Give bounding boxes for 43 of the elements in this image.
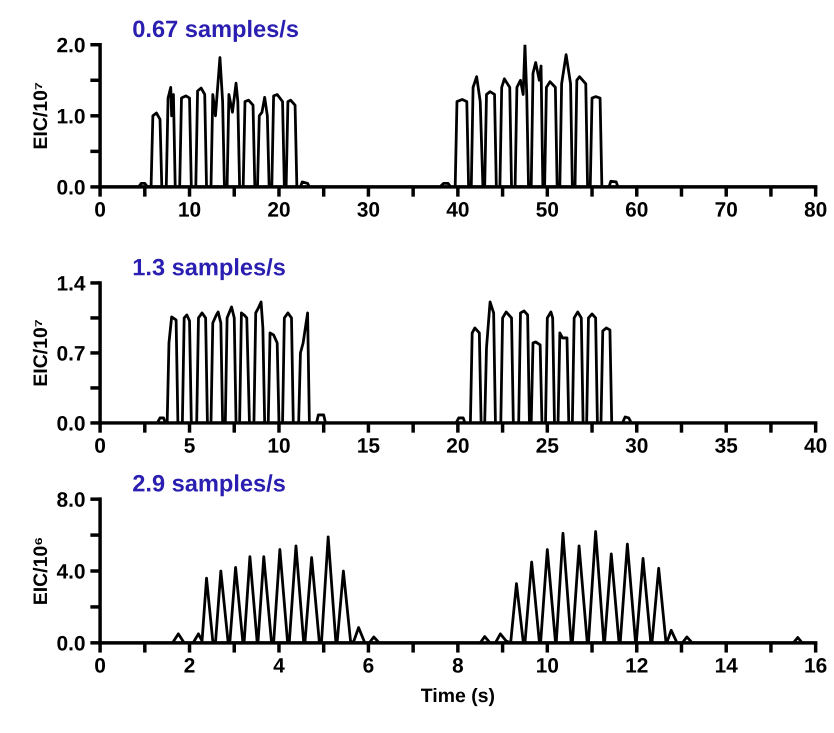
- x-tick-label: 15: [358, 438, 380, 453]
- y-axis-title: EIC/10⁶: [32, 538, 48, 604]
- x-tick-label: 20: [447, 438, 469, 453]
- y-axis-title: EIC/10⁷: [32, 82, 48, 148]
- y-tick-label: 0.0: [57, 636, 85, 651]
- y-tick-label: 2.0: [57, 38, 85, 52]
- y-tick-label: 0.7: [57, 346, 85, 361]
- y-axis-title: EIC/10⁷: [32, 320, 48, 386]
- y-tick-label: 0.0: [57, 180, 85, 195]
- x-tick-label: 10: [179, 202, 200, 217]
- x-tick-label: 40: [446, 202, 469, 217]
- x-tick-label: 0: [95, 438, 106, 453]
- x-tick-label: 50: [536, 202, 558, 217]
- x-tick-label: 0: [95, 658, 106, 673]
- x-tick-label: 6: [363, 658, 374, 673]
- y-tick-label: 1.0: [58, 108, 85, 124]
- x-tick-label: 70: [716, 202, 737, 217]
- x-axis-title: Time (s): [420, 688, 494, 706]
- chart-title: 0.67 samples/s: [133, 20, 298, 42]
- x-tick-label: 10: [268, 438, 290, 453]
- y-tick-label: 1.4: [58, 276, 86, 290]
- x-tick-label: 4: [273, 658, 285, 673]
- x-tick-label: 16: [805, 658, 826, 673]
- y-tick-label: 0.0: [57, 416, 85, 431]
- x-tick-label: 8: [452, 658, 464, 673]
- x-tick-label: 5: [184, 438, 195, 453]
- x-tick-label: 2: [184, 658, 194, 673]
- x-tick-label: 80: [804, 202, 826, 217]
- x-tick-label: 35: [715, 438, 738, 453]
- x-tick-label: 0: [95, 202, 106, 217]
- chart-title: 2.9 samples/s: [133, 474, 285, 496]
- x-tick-label: 14: [716, 658, 738, 673]
- y-tick-label: 8.0: [57, 492, 85, 507]
- x-tick-label: 60: [626, 202, 648, 217]
- x-tick-label: 40: [804, 438, 826, 453]
- x-tick-label: 30: [357, 202, 380, 217]
- x-tick-label: 10: [537, 658, 558, 673]
- chart-title: 1.3 samples/s: [134, 258, 285, 280]
- x-tick-label: 25: [536, 438, 558, 453]
- y-tick-label: 4.0: [56, 564, 85, 579]
- x-tick-label: 12: [626, 658, 648, 673]
- x-tick-label: 30: [626, 438, 648, 453]
- x-tick-label: 20: [268, 202, 290, 217]
